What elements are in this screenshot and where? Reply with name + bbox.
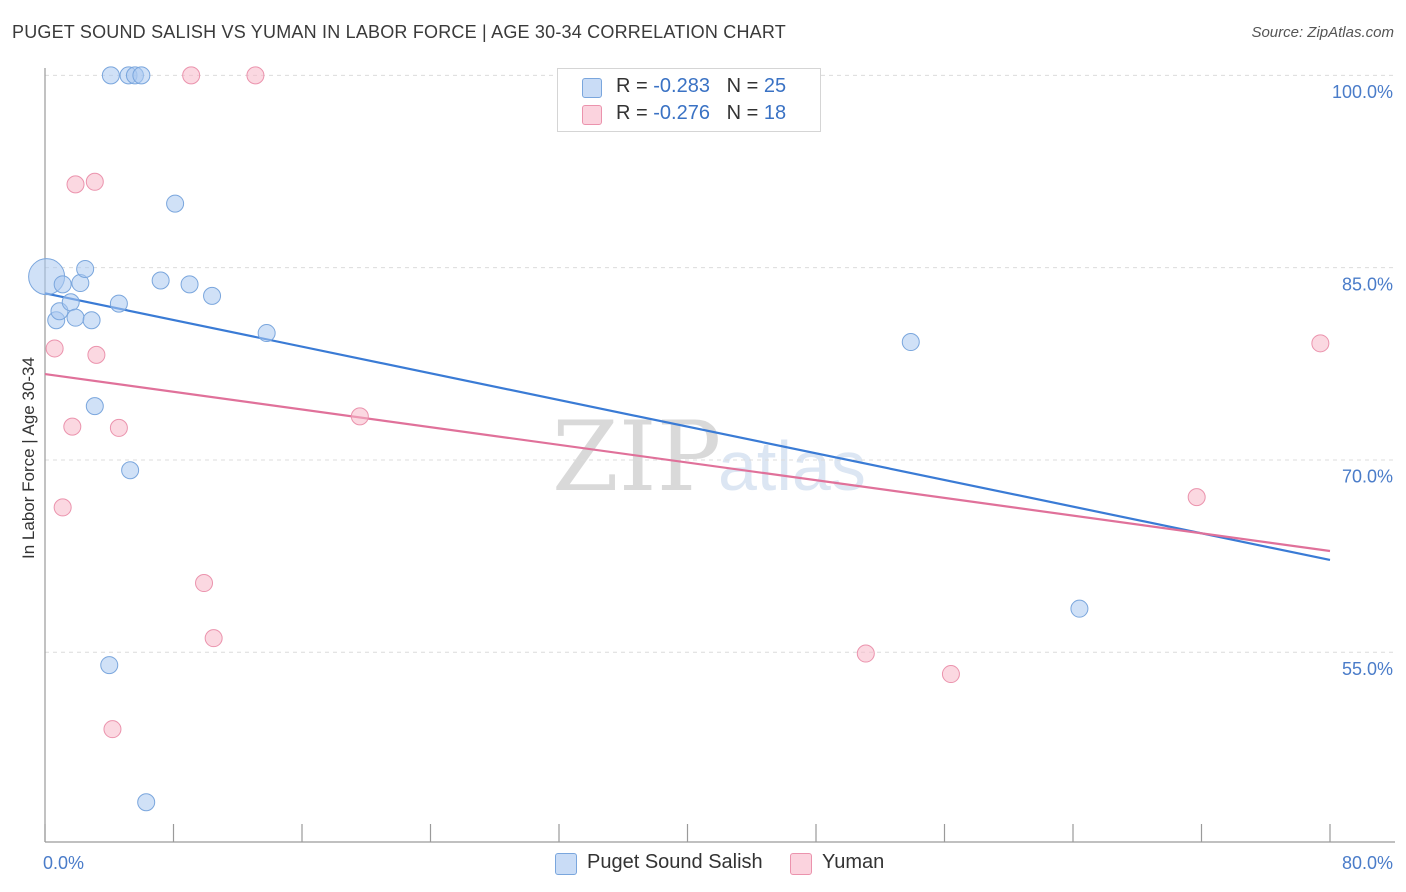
point-salish-21 xyxy=(203,286,222,305)
legend-n-label: N = xyxy=(726,75,764,97)
legend-r-label: R = xyxy=(616,102,654,124)
point-yuman-8 xyxy=(182,66,201,85)
point-yuman-16 xyxy=(1311,334,1330,353)
point-yuman-6 xyxy=(103,720,122,739)
point-yuman-5 xyxy=(87,345,106,364)
series-swatch-salish xyxy=(555,853,577,875)
point-yuman-2 xyxy=(63,417,82,436)
point-yuman-1 xyxy=(53,498,72,517)
point-salish-19 xyxy=(151,271,170,290)
point-salish-9 xyxy=(85,397,104,416)
legend-stats-yuman: R = -0.276 N = 18 xyxy=(616,102,786,125)
watermark: ZIP atlas xyxy=(552,401,866,513)
y-axis-label: In Labor Force | Age 30-34 xyxy=(19,357,38,559)
data-points xyxy=(28,66,1330,812)
correlation-legend: R = -0.283 N = 25 R = -0.276 N = 18 xyxy=(557,68,821,132)
trend-lines xyxy=(44,292,1331,562)
point-salish-13 xyxy=(132,66,151,85)
point-salish-8 xyxy=(82,311,101,330)
legend-r-label: R = xyxy=(616,75,654,97)
point-salish-22 xyxy=(257,324,276,343)
point-salish-10 xyxy=(101,66,120,85)
chart-title: PUGET SOUND SALISH VS YUMAN IN LABOR FOR… xyxy=(12,22,786,42)
point-yuman-10 xyxy=(195,574,214,593)
legend-swatch-yuman xyxy=(582,105,602,125)
point-salish-23 xyxy=(901,333,920,352)
point-salish-14 xyxy=(109,294,128,313)
y-tick-label-0: 100.0% xyxy=(1332,82,1393,102)
series-label-yuman: Yuman xyxy=(822,851,885,873)
point-salish-18 xyxy=(166,194,185,213)
point-salish-20 xyxy=(180,275,199,294)
point-yuman-7 xyxy=(109,418,128,437)
y-tick-label-1: 85.0% xyxy=(1342,274,1393,294)
point-salish-7 xyxy=(76,259,95,278)
point-yuman-4 xyxy=(85,172,104,191)
point-yuman-12 xyxy=(350,407,369,426)
series-label-salish: Puget Sound Salish xyxy=(587,851,763,873)
trend-line-yuman xyxy=(44,372,1331,553)
legend-n-value: 18 xyxy=(763,102,787,124)
point-yuman-11 xyxy=(204,629,223,648)
tick-labels: 100.0% 85.0% 70.0% 55.0% 0.0% 80.0% xyxy=(43,82,1393,873)
legend-r-value: -0.283 xyxy=(653,75,710,97)
source-label: Source: ZipAtlas.com xyxy=(1251,24,1394,41)
point-yuman-0 xyxy=(45,339,64,358)
legend-stats-salish: R = -0.283 N = 25 xyxy=(616,75,786,98)
point-salish-5 xyxy=(66,308,85,327)
watermark-zip: ZIP xyxy=(552,401,721,513)
x-tick-label-0: 0.0% xyxy=(43,853,84,873)
y-tick-label-3: 55.0% xyxy=(1342,659,1393,679)
watermark-atlas: atlas xyxy=(718,427,866,505)
series-swatch-yuman xyxy=(790,853,812,875)
point-yuman-3 xyxy=(66,175,85,194)
gridlines xyxy=(45,74,1395,653)
trend-line-salish xyxy=(44,292,1331,562)
x-tick-label-1: 80.0% xyxy=(1342,853,1393,873)
point-yuman-15 xyxy=(1187,488,1206,507)
point-salish-4 xyxy=(61,293,80,312)
point-salish-24 xyxy=(1070,599,1089,618)
legend-n-label: N = xyxy=(726,102,764,124)
point-yuman-9 xyxy=(246,66,265,85)
point-yuman-14 xyxy=(941,665,960,684)
legend-n-value: 25 xyxy=(763,75,787,97)
point-yuman-13 xyxy=(856,644,875,663)
axes xyxy=(44,68,1395,843)
legend-swatch-salish xyxy=(582,78,602,98)
point-salish-15 xyxy=(121,461,140,480)
legend-r-value: -0.276 xyxy=(653,102,710,124)
point-salish-17 xyxy=(137,793,156,812)
point-salish-16 xyxy=(100,656,119,675)
y-tick-label-2: 70.0% xyxy=(1342,467,1393,487)
point-salish-1 xyxy=(53,275,72,294)
